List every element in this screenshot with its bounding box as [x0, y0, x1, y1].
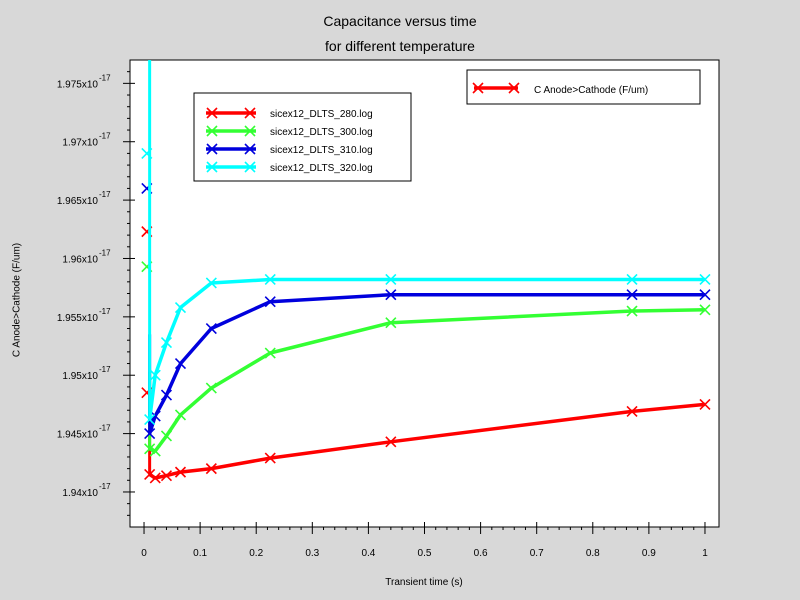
y-tick-label: 1.96x10: [62, 254, 98, 265]
y-tick-exponent: -17: [99, 132, 111, 141]
main-legend: C Anode>Cathode (F/um): [466, 69, 701, 105]
data-marker: [144, 414, 156, 426]
y-tick-label: 1.945x10: [57, 430, 99, 441]
x-tick-label: 0.6: [474, 548, 488, 559]
data-marker: [149, 472, 161, 484]
y-tick-label: 1.955x10: [57, 313, 99, 324]
data-marker: [699, 304, 711, 316]
y-tick-label: 1.965x10: [57, 196, 99, 207]
y-tick-exponent: -17: [99, 365, 111, 374]
series-3: [141, 60, 711, 426]
legend-marker: [206, 161, 218, 173]
data-marker: [264, 347, 276, 359]
chart-title-line2: for different temperature: [325, 38, 475, 54]
data-marker: [144, 468, 156, 481]
y-tick-exponent: -17: [99, 190, 111, 199]
axis-ticks: 0 0.1 0.2 0.3 0.4 0.5 0.6 0.7 0.8 0.9 11.94x10-171…: [57, 71, 708, 559]
data-marker: [174, 357, 187, 370]
x-tick-label: 0.3: [305, 548, 319, 559]
y-tick-label: 1.94x10: [62, 488, 98, 499]
legend-label: sicex12_DLTS_280.log: [270, 109, 373, 120]
main-legend-marker: [472, 82, 484, 94]
x-axis-label: Transient time (s): [385, 577, 463, 588]
data-marker: [385, 436, 397, 448]
data-marker: [144, 428, 156, 440]
x-tick-label: 0.9: [642, 548, 656, 559]
data-marker: [385, 273, 397, 286]
data-marker: [205, 463, 217, 475]
legend-marker: [244, 143, 256, 155]
data-marker: [626, 289, 638, 301]
data-marker: [149, 445, 161, 457]
data-marker: [385, 289, 397, 301]
data-marker: [264, 452, 276, 464]
chart-title-line1: Capacitance versus time: [323, 13, 477, 29]
legend-marker: [206, 107, 218, 119]
x-tick-label: 0.4: [361, 548, 375, 559]
y-tick-exponent: -17: [99, 307, 111, 316]
outlier-marker: [141, 147, 153, 159]
data-marker: [149, 369, 161, 381]
data-marker: [626, 405, 638, 417]
y-tick-label: 1.97x10: [62, 138, 98, 149]
series-legend: sicex12_DLTS_280.log sicex12_DLTS_300.log…: [193, 92, 412, 182]
y-tick-exponent: -17: [99, 248, 111, 257]
data-marker: [264, 296, 276, 308]
legend-marker: [206, 125, 218, 137]
data-marker: [144, 443, 156, 455]
data-marker: [385, 317, 397, 329]
y-axis-label: C Anode>Cathode (F/um): [11, 242, 23, 358]
data-marker: [626, 273, 638, 286]
data-marker: [264, 273, 276, 286]
main-legend-marker: [508, 82, 520, 94]
x-tick-label: 0.5: [418, 548, 432, 559]
data-marker: [205, 322, 217, 335]
data-marker: [699, 398, 711, 410]
main-legend-label: C Anode>Cathode (F/um): [534, 85, 648, 96]
data-marker: [626, 305, 638, 317]
x-tick-label: 0.1: [193, 548, 207, 559]
data-marker: [174, 409, 187, 421]
x-tick-label: 0: [141, 548, 147, 559]
data-marker: [160, 389, 173, 401]
y-tick-label: 1.975x10: [57, 79, 99, 90]
legend-label: sicex12_DLTS_300.log: [270, 127, 373, 138]
y-tick-label: 1.95x10: [62, 371, 98, 382]
data-marker: [160, 430, 173, 442]
legend-marker: [206, 143, 218, 155]
y-tick-exponent: -17: [99, 73, 111, 82]
data-marker: [699, 289, 711, 301]
data-marker: [174, 301, 187, 314]
y-tick-exponent: -17: [99, 424, 111, 433]
series-layer: [141, 60, 711, 484]
data-marker: [160, 336, 173, 349]
y-tick-exponent: -17: [99, 482, 111, 491]
legend-marker: [244, 125, 256, 137]
x-tick-label: 0.8: [586, 548, 600, 559]
data-marker: [160, 470, 173, 482]
data-marker: [205, 277, 217, 289]
legend-label: sicex12_DLTS_320.log: [270, 163, 373, 174]
x-tick-label: 0.7: [530, 548, 544, 559]
data-marker: [699, 273, 711, 286]
data-marker: [205, 382, 217, 394]
legend-label: sicex12_DLTS_310.log: [270, 145, 373, 156]
legend-marker: [244, 107, 256, 119]
legend-marker: [244, 161, 256, 173]
x-tick-label: 0.2: [249, 548, 263, 559]
data-marker: [174, 466, 187, 478]
x-tick-label: 1: [702, 548, 708, 559]
